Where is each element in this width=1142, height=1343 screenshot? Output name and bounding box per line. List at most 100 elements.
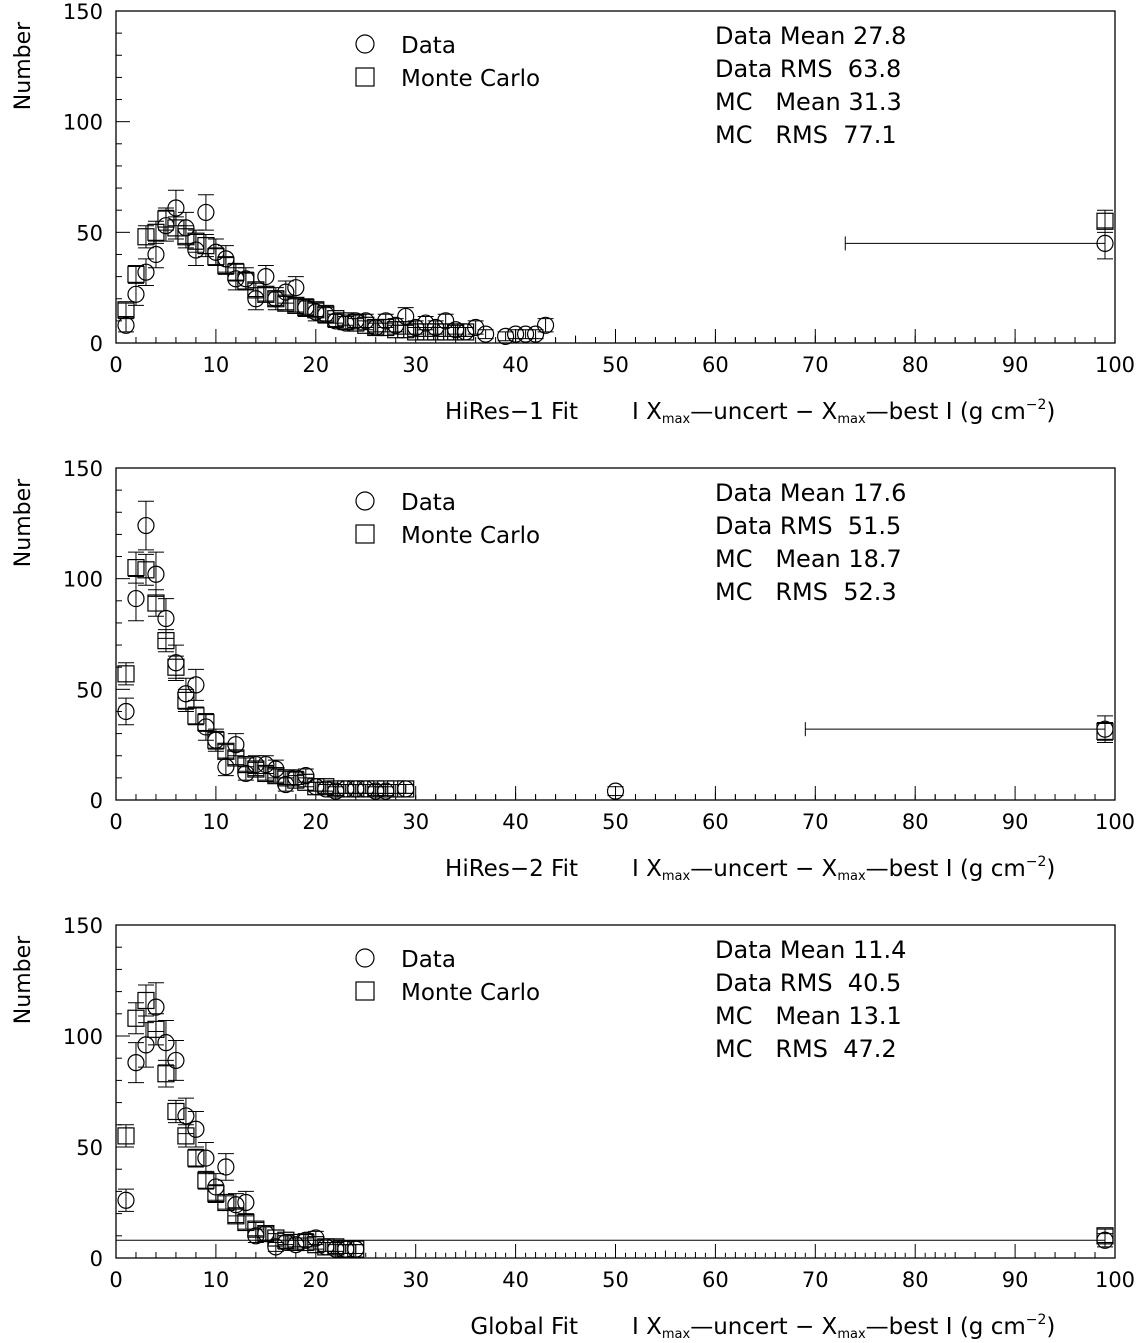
data-point [606, 782, 625, 800]
x-axis-label-part: max [662, 412, 691, 427]
plot-frame [115, 924, 1116, 1259]
data-point [177, 685, 195, 703]
data-point [217, 758, 235, 776]
mc-point [137, 991, 155, 1010]
data-point [247, 755, 265, 774]
x-tick-label: 100 [1095, 1268, 1135, 1292]
stats-line: Data RMS 63.8 [715, 55, 901, 83]
x-tick-label: 90 [1002, 353, 1029, 377]
y-tick-label: 100 [63, 1025, 103, 1049]
data-point [407, 318, 425, 337]
data-point [147, 565, 165, 583]
data-point [327, 782, 345, 800]
x-axis-label-part: max [837, 412, 866, 427]
x-tick-label: 0 [109, 353, 122, 377]
data-point [167, 654, 185, 672]
data-point [506, 325, 525, 343]
data-point [247, 290, 265, 308]
data-point [257, 1224, 275, 1243]
y-tick-label: 50 [76, 1136, 103, 1160]
data-point [197, 1149, 215, 1167]
data-point [477, 325, 495, 343]
x-axis-label-part: I [632, 399, 646, 425]
x-tick-label: 70 [802, 810, 829, 834]
data-point [127, 285, 145, 303]
data-point [127, 1054, 145, 1072]
data-point [287, 769, 305, 787]
x-tick-label: 10 [203, 810, 230, 834]
data-point [1096, 234, 1114, 252]
x-tick-label: 70 [802, 353, 829, 377]
y-tick-label: 100 [63, 111, 103, 135]
mc-point [387, 780, 405, 798]
legend-mc-label: Monte Carlo [401, 980, 540, 1006]
x-tick-label: 100 [1095, 810, 1135, 834]
x-tick-label: 10 [203, 1268, 230, 1292]
data-point [117, 1191, 135, 1209]
x-tick-label: 70 [802, 1268, 829, 1292]
x-tick-label: 0 [109, 1268, 122, 1292]
data-point [187, 676, 205, 694]
x-axis-label-part: max [837, 1327, 866, 1342]
data-point [467, 318, 485, 337]
data-point [347, 1240, 365, 1258]
y-tick-label: 150 [63, 914, 103, 938]
stats-line: MC Mean 13.1 [715, 1002, 902, 1030]
legend-mc-label: Monte Carlo [401, 523, 540, 549]
x-axis-label-part: −2 [1026, 1312, 1047, 1328]
mc-point [147, 223, 165, 241]
x-axis-label-part: —best [866, 856, 946, 882]
data-point [317, 780, 335, 798]
x-tick-label: 20 [302, 1268, 329, 1292]
legend-data-marker [355, 948, 375, 968]
x-axis-label-part: max [662, 869, 691, 884]
x-axis-label-part: X [822, 856, 838, 882]
mc-point [157, 1065, 175, 1083]
data-point [167, 1051, 185, 1070]
data-point [516, 325, 535, 343]
data-point [207, 731, 225, 749]
data-point [397, 307, 415, 326]
data-point [137, 516, 155, 535]
y-axis-label: Number [11, 478, 36, 567]
data-point [277, 1233, 295, 1252]
x-tick-label: 30 [402, 810, 429, 834]
x-axis-label-part: ) [1046, 1314, 1055, 1340]
x-axis-label-part: X [646, 1314, 662, 1340]
data-point [157, 1034, 175, 1052]
mc-point [137, 228, 155, 246]
panel-2: 0 10 20 30 40 50 60 70 80 90 100 0 50 100 150 Number HiR… [11, 457, 1135, 884]
data-point [357, 780, 375, 798]
stats-line: Data Mean 11.4 [715, 936, 906, 964]
data-point [417, 314, 435, 332]
data-point [337, 780, 355, 798]
data-point [267, 290, 285, 308]
x-axis-label-part: (g cm [960, 399, 1026, 425]
data-point [187, 1120, 205, 1138]
legend-mc-marker [355, 981, 375, 1001]
x-axis-label-part: I [946, 1314, 960, 1340]
plot-frame [115, 467, 1116, 801]
x-tick-label: 0 [109, 810, 122, 834]
x-tick-label: 80 [902, 1268, 929, 1292]
x-axis-label-part: −2 [1026, 854, 1047, 870]
y-tick-label: 50 [76, 221, 103, 245]
x-axis-fit-name: HiRes−1 Fit [445, 399, 578, 425]
data-point [536, 316, 555, 334]
x-axis-label-part: − [795, 399, 822, 425]
x-tick-label: 20 [302, 810, 329, 834]
legend-data-label: Data [401, 490, 456, 516]
legend-mc-marker [355, 524, 375, 544]
y-tick-label: 100 [63, 568, 103, 592]
data-point [297, 767, 315, 785]
x-axis-label-part: −2 [1026, 397, 1047, 413]
x-axis-label-part: I [946, 399, 960, 425]
legend-data-marker [355, 34, 375, 54]
stats-line: MC Mean 18.7 [715, 545, 902, 573]
mc-point [217, 1193, 235, 1212]
data-point [227, 1196, 245, 1214]
panel-3: 0 10 20 30 40 50 60 70 80 90 100 0 50 100 150 Number Glo… [11, 914, 1135, 1342]
x-tick-label: 20 [302, 353, 329, 377]
x-tick-label: 40 [502, 353, 529, 377]
